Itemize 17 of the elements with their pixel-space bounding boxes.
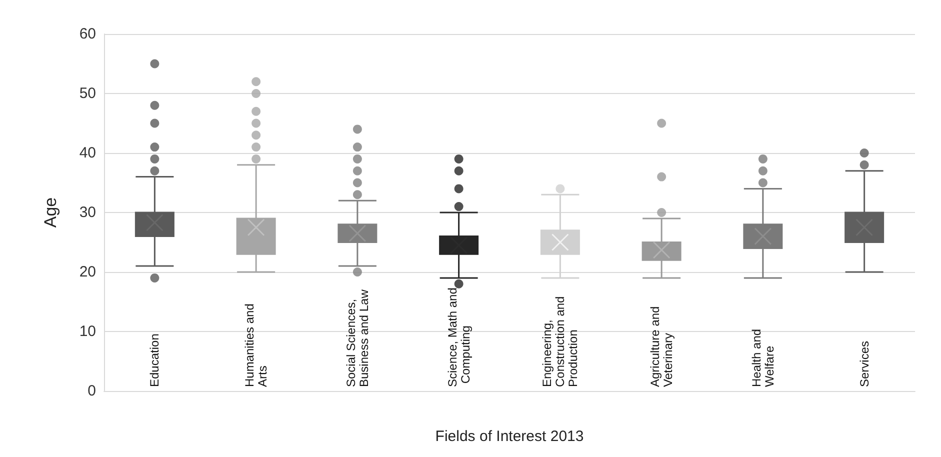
x-tick-label: Science, Math and Computing — [445, 288, 472, 387]
y-tick-label: 20 — [79, 264, 96, 280]
y-tick-label: 10 — [79, 323, 96, 340]
x-tick-label: Health and Welfare — [749, 326, 776, 387]
x-tick-label: Agriculture and Veterinary — [648, 302, 676, 387]
y-tick-label: 60 — [79, 26, 96, 42]
y-tick-label: 50 — [79, 85, 96, 102]
y-tick-label: 40 — [79, 144, 96, 162]
x-tick-label: Education — [148, 334, 162, 387]
y-tick-label: 0 — [88, 382, 96, 400]
x-tick-label: Humanities and Arts — [242, 300, 270, 387]
y-tick-label: 30 — [79, 204, 96, 221]
x-axis-title: Fields of Interest 2013 — [435, 428, 584, 445]
y-axis-title: Age — [41, 197, 60, 228]
x-tick-label: Engineering, Construction and Production — [540, 292, 580, 387]
x-tick-label: Social Sciences, Business and Law — [344, 289, 371, 387]
x-tick-label: Services — [857, 340, 872, 387]
